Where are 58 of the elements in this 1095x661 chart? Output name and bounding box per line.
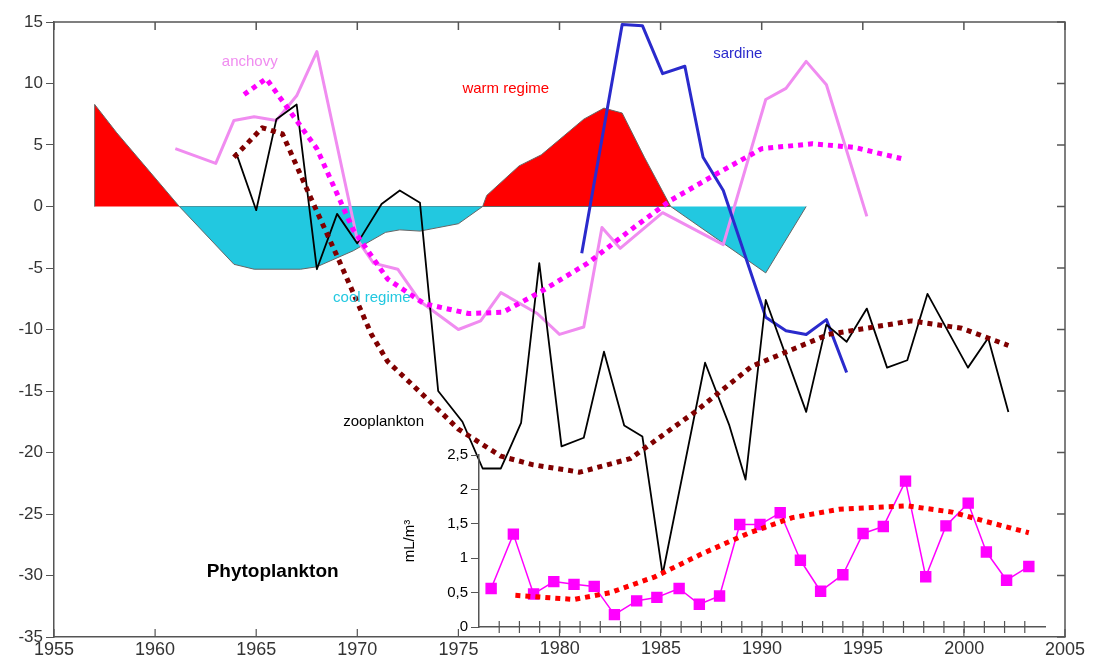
point	[485, 582, 497, 595]
point	[794, 554, 806, 566]
y-tick-label: 5	[33, 134, 43, 154]
x-tick-label: 1990	[741, 637, 782, 658]
y-tick-label: 10	[24, 73, 43, 93]
y-tick-label: -5	[27, 257, 43, 277]
point	[939, 520, 952, 532]
point	[1000, 574, 1012, 586]
point	[713, 590, 725, 602]
y-tick-label: -15	[18, 380, 43, 400]
text: warm regime	[461, 78, 550, 96]
y-tick-label: 15	[24, 11, 43, 31]
point	[733, 518, 746, 531]
x-tick-label: 1980	[539, 637, 580, 658]
y-axis-title: mL/m³	[399, 519, 417, 563]
y-tick-label: 2,5	[446, 445, 468, 463]
y-tick-label: -20	[18, 442, 43, 462]
point	[919, 571, 932, 583]
series-label: cool regime	[333, 287, 411, 305]
annotation: Phytoplankton	[206, 560, 339, 582]
point	[673, 582, 685, 595]
point	[567, 578, 580, 591]
point	[877, 520, 889, 533]
x-tick-label: 1985	[640, 637, 681, 658]
x-tick-label: 1965	[236, 638, 277, 659]
y-tick-label: 0,5	[446, 582, 468, 600]
point	[1022, 560, 1035, 573]
y-tick-label: 0	[459, 617, 468, 635]
point	[856, 527, 869, 540]
point	[630, 595, 642, 607]
point	[836, 569, 849, 581]
y-tick-label: -30	[18, 565, 43, 585]
point	[693, 598, 705, 610]
point	[507, 528, 519, 540]
x-tick-label: 2005	[1044, 638, 1086, 659]
series-label: zooplankton	[343, 411, 425, 429]
x-tick-label: 1995	[842, 637, 883, 658]
point	[608, 608, 620, 621]
point	[814, 585, 826, 597]
y-tick-label: 1,5	[446, 513, 468, 531]
x-tick-label: 1960	[135, 638, 176, 659]
point	[962, 497, 974, 509]
y-tick-label: 2	[459, 479, 468, 497]
point	[650, 591, 663, 604]
series-label: anchovy	[221, 51, 279, 69]
y-tick-label: 0	[33, 196, 43, 216]
y-tick-label: -10	[18, 319, 43, 339]
point	[774, 507, 786, 519]
x-tick-label: 1970	[337, 638, 378, 659]
point	[588, 580, 600, 593]
x-tick-label: 1975	[438, 638, 479, 659]
y-tick-label: -25	[18, 503, 43, 523]
point	[547, 575, 560, 588]
y-tick-label: 1	[459, 548, 468, 566]
series-label: sardine	[713, 44, 763, 62]
point	[899, 475, 911, 487]
x-tick-label: 2000	[943, 637, 984, 658]
point	[980, 546, 992, 558]
